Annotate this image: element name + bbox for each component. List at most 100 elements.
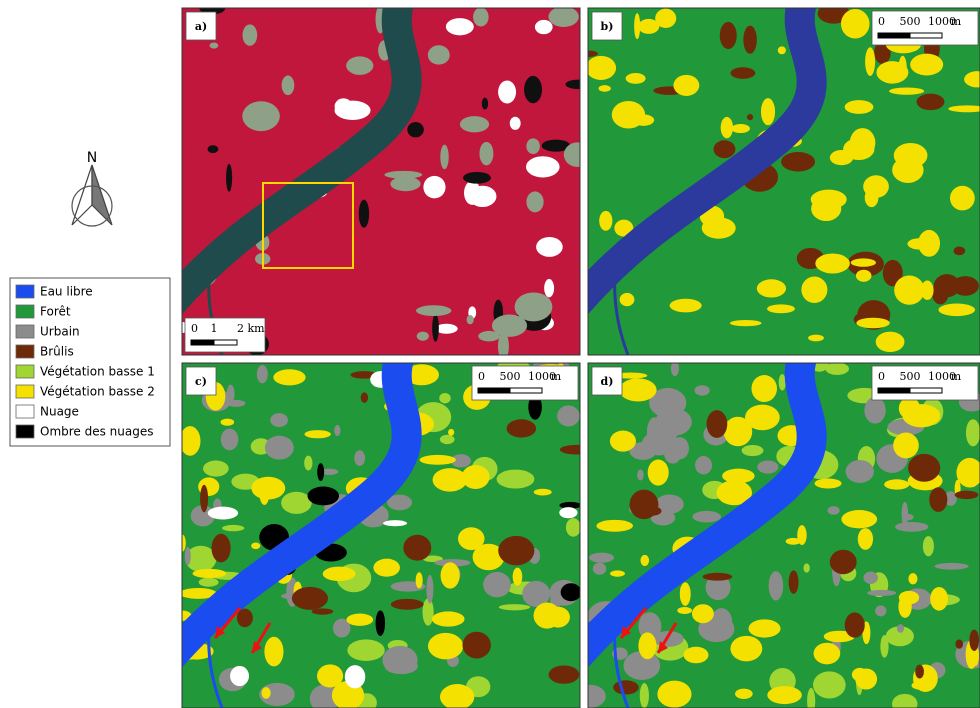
scale-bar-box	[871, 365, 979, 401]
land-patch	[536, 236, 563, 257]
map-panel	[588, 8, 980, 355]
panel-frame	[181, 362, 581, 708]
land-patch	[788, 570, 799, 594]
land-patch	[273, 369, 306, 386]
land-patch	[203, 460, 229, 477]
land-patch	[657, 680, 692, 708]
land-patch	[334, 424, 341, 437]
scale-bar-label: 1000	[928, 370, 956, 383]
land-patch	[637, 469, 644, 481]
land-patch	[920, 280, 934, 301]
land-patch	[875, 331, 905, 353]
land-patch	[719, 21, 737, 50]
land-patch	[915, 664, 924, 679]
land-patch	[944, 491, 957, 506]
land-patch	[884, 479, 910, 490]
land-patch	[751, 375, 778, 403]
scale-bar-label: 0	[878, 15, 885, 28]
land-patch	[655, 8, 677, 29]
land-patch	[778, 374, 786, 391]
land-patch	[768, 571, 784, 601]
land-patch	[264, 435, 294, 460]
land-patch	[450, 454, 471, 468]
land-patch	[251, 542, 261, 550]
land-patch	[683, 646, 709, 664]
land-patch	[863, 571, 878, 584]
land-patch	[953, 246, 966, 256]
scale-bar-label: 0	[478, 370, 485, 383]
land-patch	[528, 394, 542, 420]
river-branch	[207, 604, 224, 708]
land-patch	[670, 363, 679, 377]
land-patch	[811, 196, 842, 222]
land-patch	[439, 393, 451, 404]
land-patch	[901, 501, 909, 527]
legend-label: Nuage	[40, 405, 79, 419]
land-patch	[619, 292, 635, 307]
land-patch	[735, 688, 753, 700]
land-patch	[757, 460, 779, 474]
scale-bar-label: m	[551, 370, 562, 383]
land-patch	[541, 139, 571, 152]
land-patch	[358, 199, 370, 228]
land-patch	[415, 572, 423, 589]
land-patch	[354, 450, 366, 466]
land-patch	[479, 141, 494, 166]
land-patch	[855, 269, 872, 282]
land-patch	[863, 175, 889, 198]
land-patch	[692, 510, 722, 523]
scale-bar-segment	[877, 32, 911, 39]
land-patch	[466, 315, 474, 325]
land-patch	[281, 75, 295, 96]
land-patch	[565, 79, 580, 90]
land-patch	[559, 501, 580, 509]
land-patch	[182, 534, 186, 552]
land-patch	[716, 480, 753, 506]
land-patch	[892, 693, 918, 708]
land-patch	[563, 142, 580, 167]
land-patch	[440, 562, 460, 589]
land-patch	[448, 428, 455, 436]
arrow-ring	[71, 185, 113, 227]
legend-swatch	[15, 364, 35, 379]
land-patch	[525, 156, 560, 178]
red-arrow-head	[621, 626, 631, 638]
land-patch	[695, 456, 713, 475]
land-patch	[855, 668, 878, 690]
land-patch	[844, 100, 874, 114]
land-patch	[965, 419, 980, 447]
land-patch	[384, 170, 423, 179]
river-branch	[613, 250, 630, 355]
land-patch	[242, 24, 258, 46]
land-patch	[640, 554, 650, 567]
land-patch	[746, 114, 754, 121]
land-patch	[655, 494, 684, 514]
land-patch	[829, 549, 857, 575]
land-patch	[222, 524, 245, 532]
land-patch	[439, 684, 475, 708]
land-patch	[797, 525, 807, 546]
land-patch	[642, 506, 662, 516]
legend-swatch	[15, 324, 35, 339]
land-patch	[533, 602, 561, 629]
land-patch	[844, 612, 865, 638]
land-patch	[934, 562, 969, 570]
zoom-box	[262, 182, 354, 269]
land-patch	[609, 430, 637, 452]
land-patch	[182, 588, 217, 599]
land-patch	[902, 404, 941, 428]
legend-swatch	[15, 304, 35, 319]
land-patch	[200, 484, 209, 513]
land-patch	[741, 444, 764, 457]
scale-bar-segment	[509, 387, 543, 394]
land-patch	[198, 577, 219, 587]
land-patch	[813, 642, 841, 665]
land-patch	[548, 8, 579, 27]
panel-label: d)	[601, 375, 614, 388]
land-patch	[895, 521, 929, 532]
land-patch	[955, 639, 964, 649]
land-patch	[472, 543, 505, 571]
land-patch	[533, 488, 552, 496]
